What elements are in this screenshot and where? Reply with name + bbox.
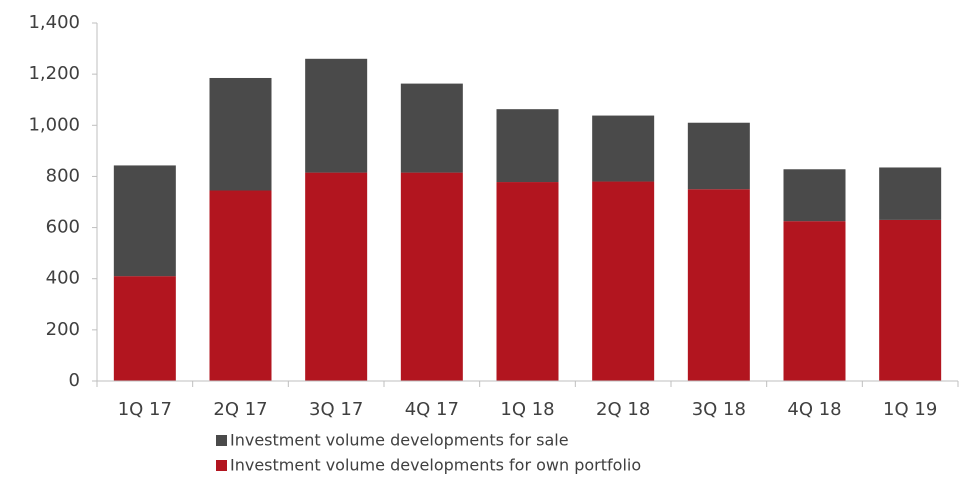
y-tick-label: 800 <box>46 165 80 186</box>
bar-segment <box>879 219 942 381</box>
bar-segment <box>592 115 655 182</box>
bar-segment <box>687 189 750 381</box>
bar-segment <box>879 167 942 220</box>
legend-swatch <box>216 435 227 446</box>
y-tick-label: 400 <box>46 268 80 289</box>
bar-segment <box>113 276 176 381</box>
y-tick-label: 1,200 <box>28 63 80 84</box>
y-tick-label: 0 <box>69 370 80 391</box>
bar-segment <box>305 58 368 173</box>
bar-segment <box>400 172 463 381</box>
bar-segment <box>496 182 559 381</box>
y-tick-label: 1,000 <box>28 114 80 135</box>
x-tick-label: 2Q 17 <box>213 399 267 420</box>
x-tick-label: 1Q 19 <box>883 399 937 420</box>
bar-segment <box>496 109 559 183</box>
bar-segment <box>592 181 655 381</box>
x-tick-label: 1Q 18 <box>500 399 554 420</box>
x-tick-label: 4Q 17 <box>405 399 459 420</box>
bar-segment <box>113 165 176 277</box>
legend-label: Investment volume developments for sale <box>230 431 569 450</box>
bar-segment <box>209 190 272 381</box>
bar-segment <box>209 77 272 191</box>
x-tick-label: 1Q 17 <box>118 399 172 420</box>
legend-label: Investment volume developments for own p… <box>230 456 641 475</box>
bar-segment <box>783 169 846 222</box>
y-tick-label: 600 <box>46 217 80 238</box>
bar-segment <box>400 83 463 173</box>
y-tick-label: 200 <box>46 319 80 340</box>
x-tick-label: 3Q 17 <box>309 399 363 420</box>
bar-segment <box>783 221 846 381</box>
x-tick-label: 2Q 18 <box>596 399 650 420</box>
bar-segment <box>687 122 750 190</box>
x-tick-label: 3Q 18 <box>692 399 746 420</box>
y-tick-label: 1,400 <box>28 12 80 33</box>
bar-segment <box>305 172 368 381</box>
x-tick-label: 4Q 18 <box>787 399 841 420</box>
legend-swatch <box>216 460 227 471</box>
